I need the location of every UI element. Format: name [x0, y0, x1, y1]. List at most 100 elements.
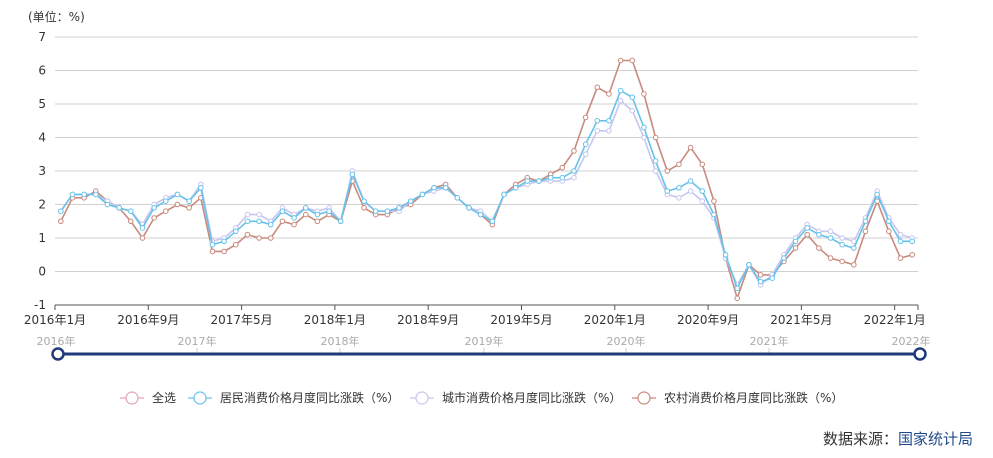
data-point[interactable]	[454, 195, 461, 201]
data-point[interactable]	[711, 198, 717, 204]
data-point[interactable]	[839, 235, 845, 241]
data-point[interactable]	[197, 184, 204, 191]
data-point[interactable]	[699, 188, 706, 194]
data-point[interactable]	[769, 275, 776, 282]
data-point[interactable]	[524, 178, 531, 184]
data-point[interactable]	[442, 184, 449, 191]
data-point[interactable]	[652, 134, 659, 141]
data-point[interactable]	[641, 124, 647, 131]
data-point[interactable]	[781, 255, 787, 261]
source-org-link[interactable]: 国家统计局	[897, 430, 973, 448]
data-point[interactable]	[862, 228, 869, 235]
data-point[interactable]	[606, 128, 612, 134]
data-point[interactable]	[652, 168, 659, 174]
data-point[interactable]	[361, 198, 367, 204]
data-point[interactable]	[314, 211, 321, 218]
data-point[interactable]	[874, 191, 880, 198]
data-point[interactable]	[641, 91, 647, 97]
data-point[interactable]	[629, 107, 636, 114]
data-point[interactable]	[839, 258, 845, 265]
data-point[interactable]	[804, 231, 811, 238]
data-point[interactable]	[594, 84, 601, 91]
data-point[interactable]	[839, 241, 845, 248]
data-point[interactable]	[757, 272, 764, 278]
data-point[interactable]	[722, 251, 729, 258]
data-point[interactable]	[232, 241, 239, 248]
data-point[interactable]	[512, 184, 519, 191]
data-point[interactable]	[536, 178, 542, 184]
data-point[interactable]	[571, 174, 577, 181]
data-point[interactable]	[209, 248, 216, 255]
legend-swatch-icon[interactable]	[415, 391, 429, 405]
data-point[interactable]	[897, 255, 904, 261]
data-point[interactable]	[827, 228, 834, 235]
data-point[interactable]	[699, 161, 706, 168]
data-point[interactable]	[652, 158, 659, 164]
data-point[interactable]	[186, 198, 192, 204]
data-point[interactable]	[244, 218, 251, 225]
data-point[interactable]	[629, 57, 636, 64]
data-point[interactable]	[571, 168, 577, 174]
data-point[interactable]	[594, 128, 601, 134]
data-point[interactable]	[734, 295, 741, 302]
data-point[interactable]	[664, 188, 671, 194]
data-point[interactable]	[582, 151, 589, 158]
data-point[interactable]	[734, 285, 741, 292]
data-point[interactable]	[349, 171, 356, 178]
data-point[interactable]	[186, 205, 192, 211]
data-point[interactable]	[256, 211, 262, 218]
data-point[interactable]	[93, 191, 99, 198]
data-point[interactable]	[617, 97, 624, 104]
data-point[interactable]	[757, 278, 764, 285]
data-point[interactable]	[116, 205, 122, 211]
data-point[interactable]	[559, 174, 566, 181]
data-point[interactable]	[279, 218, 286, 225]
data-point[interactable]	[886, 218, 892, 225]
legend-item[interactable]: 城市消费价格月度同比涨跌（%）	[442, 390, 621, 405]
data-point[interactable]	[419, 191, 426, 198]
data-point[interactable]	[687, 188, 694, 194]
data-point[interactable]	[104, 201, 111, 208]
legend-select-all[interactable]: 全选	[152, 390, 176, 405]
data-point[interactable]	[151, 205, 157, 211]
data-point[interactable]	[384, 208, 391, 214]
data-point[interactable]	[174, 201, 181, 208]
data-point[interactable]	[617, 57, 624, 64]
legend-item[interactable]: 居民消费价格月度同比涨跌（%）	[220, 390, 399, 405]
data-point[interactable]	[897, 238, 904, 245]
data-point[interactable]	[256, 235, 262, 241]
data-point[interactable]	[221, 238, 227, 245]
data-point[interactable]	[909, 251, 915, 258]
data-point[interactable]	[886, 228, 892, 235]
data-point[interactable]	[547, 174, 554, 181]
data-point[interactable]	[431, 184, 437, 191]
legend-item[interactable]: 农村消费价格月度同比涨跌（%）	[664, 390, 843, 405]
data-point[interactable]	[617, 87, 624, 94]
data-point[interactable]	[162, 208, 169, 214]
data-point[interactable]	[396, 205, 402, 211]
data-point[interactable]	[851, 262, 857, 268]
data-point[interactable]	[466, 205, 472, 211]
data-point[interactable]	[58, 208, 64, 214]
data-point[interactable]	[302, 205, 309, 211]
data-point[interactable]	[827, 235, 834, 241]
data-point[interactable]	[314, 218, 321, 225]
data-point[interactable]	[897, 231, 904, 238]
data-point[interactable]	[699, 198, 706, 204]
data-point[interactable]	[804, 225, 811, 231]
data-point[interactable]	[641, 134, 647, 141]
data-point[interactable]	[687, 178, 694, 184]
data-point[interactable]	[209, 241, 216, 248]
data-point[interactable]	[244, 211, 251, 218]
legend-swatch-icon[interactable]	[193, 391, 207, 405]
data-point[interactable]	[477, 211, 484, 218]
data-point[interactable]	[58, 218, 64, 225]
data-point[interactable]	[687, 144, 694, 151]
data-point[interactable]	[606, 117, 612, 124]
data-point[interactable]	[232, 228, 239, 235]
slider-handle-end[interactable]	[913, 347, 927, 361]
data-point[interactable]	[407, 198, 414, 204]
data-point[interactable]	[676, 195, 682, 201]
legend-swatch-icon[interactable]	[637, 391, 651, 405]
data-point[interactable]	[372, 208, 379, 214]
